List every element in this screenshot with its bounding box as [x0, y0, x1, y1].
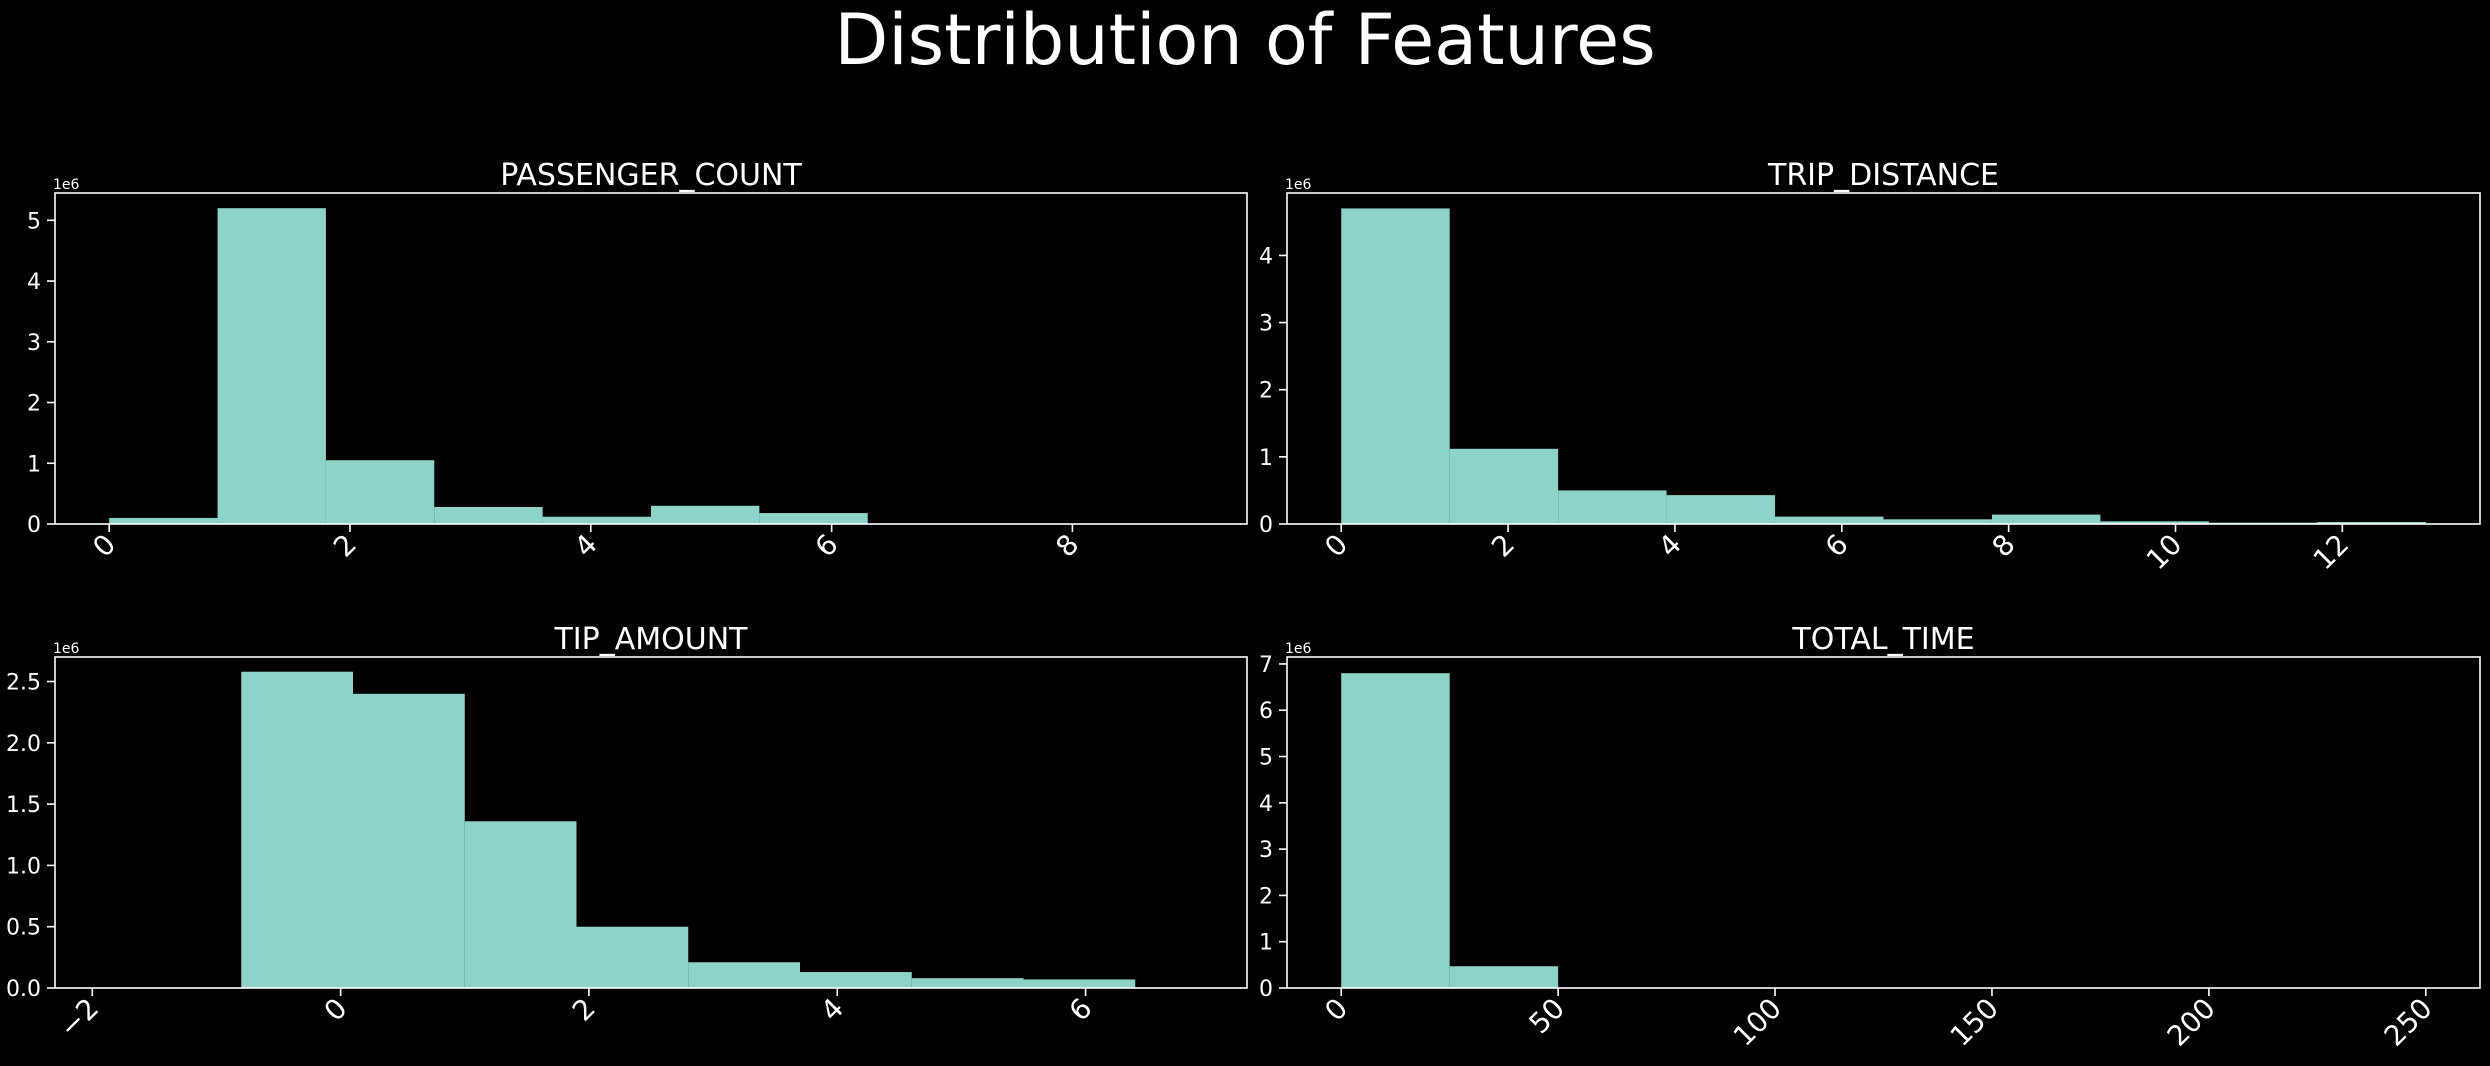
histogram-bar	[241, 671, 353, 988]
histogram-bar	[800, 972, 912, 988]
x-tick-label: 200	[2161, 992, 2222, 1053]
x-tick-label: 2	[327, 528, 363, 564]
x-tick-label: 6	[1819, 528, 1855, 564]
y-tick-label: 1	[1259, 931, 1273, 956]
y-tick-label: 4	[1259, 244, 1273, 269]
subplot-title: PASSENGER_COUNT	[500, 158, 802, 193]
subplot-title: TRIP_DISTANCE	[1767, 158, 1999, 193]
axis-offset-label: 1e6	[1285, 641, 1312, 657]
x-tick-label: 2	[566, 992, 602, 1028]
histogram-bar	[2317, 521, 2426, 524]
histogram-bar	[1991, 514, 2101, 524]
x-tick-label: 4	[1652, 528, 1688, 564]
y-tick-label: 2	[27, 392, 41, 417]
histogram-bar	[911, 978, 1024, 988]
histogram-bar	[576, 926, 689, 988]
histogram-bar	[1449, 966, 1559, 988]
panel-total-time: TOTAL_TIME 1e6 0 1 2 3 4 5 6 7 0 50 100 150 200 250	[1259, 622, 2481, 1053]
y-tick-label: 7	[1259, 653, 1273, 678]
histogram-bar	[325, 460, 435, 524]
histogram-bar	[688, 962, 800, 988]
y-tick-label: 1.5	[6, 793, 41, 818]
y-tick-label: 0	[27, 513, 41, 538]
histogram-bar	[1341, 673, 1450, 988]
y-tick-label: 0.5	[6, 916, 41, 941]
x-tick-label: 8	[1049, 528, 1085, 564]
x-tick-label: 12	[2307, 528, 2356, 577]
x-tick-label: 6	[1063, 992, 1099, 1028]
x-tick-label: 0	[1318, 992, 1354, 1028]
histogram-bar	[759, 513, 868, 524]
y-tick-label: 2.5	[6, 671, 41, 696]
y-tick-label: 2	[1259, 379, 1273, 404]
y-tick-label: 3	[1259, 312, 1273, 337]
axis-offset-label: 1e6	[1285, 177, 1312, 193]
axes-frame	[1286, 192, 2481, 525]
y-tick-label: 1.0	[6, 854, 41, 879]
x-tick-label: 2	[1485, 528, 1521, 564]
subplot-title: TOTAL_TIME	[1791, 622, 1974, 657]
histogram-bar	[434, 506, 543, 524]
x-tick-label: 4	[814, 992, 850, 1028]
histogram-bar	[1023, 979, 1136, 988]
subplot-title: TIP_AMOUNT	[553, 622, 748, 657]
y-tick-label: 0	[1259, 977, 1273, 1002]
x-tick-label: 4	[568, 528, 604, 564]
histogram-bar	[1883, 519, 1992, 524]
y-tick-label: 5	[27, 209, 41, 234]
histogram-bar	[542, 516, 651, 524]
y-tick-label: 0.0	[6, 977, 41, 1002]
axes-frame	[54, 192, 1248, 525]
y-tick-label: 3	[1259, 838, 1273, 863]
y-tick-label: 1	[27, 452, 41, 477]
histogram-bar	[217, 208, 326, 525]
y-tick-label: 3	[27, 331, 41, 356]
y-tick-label: 5	[1259, 746, 1273, 771]
axes-frame	[54, 656, 1248, 989]
y-tick-label: 2.0	[6, 732, 41, 757]
y-tick-label: 1	[1259, 446, 1273, 471]
x-tick-label: 8	[1986, 528, 2022, 564]
panel-tip-amount: TIP_AMOUNT 1e6 0.0 0.5 1.0 1.5 2.0 2.5 −2 0 2 4 6	[6, 622, 1248, 1045]
x-tick-label: 6	[809, 528, 845, 564]
y-tick-label: 0	[1259, 513, 1273, 538]
y-tick-label: 4	[27, 270, 41, 295]
x-tick-label: −2	[53, 992, 106, 1045]
x-tick-label: 250	[2378, 992, 2439, 1053]
histogram-bar	[1666, 495, 1776, 524]
x-tick-label: 0	[1318, 528, 1354, 564]
x-tick-label: 0	[318, 992, 354, 1028]
histogram-bar	[2100, 521, 2209, 524]
panel-passenger-count: PASSENGER_COUNT 1e6 0 1 2 3 4 5 0 2 4 6 8	[27, 158, 1248, 564]
x-tick-label: 100	[1727, 992, 1788, 1053]
axes-frame	[1286, 656, 2481, 989]
y-tick-label: 4	[1259, 792, 1273, 817]
histogram-bar	[1449, 448, 1559, 524]
histogram-bar	[464, 821, 577, 988]
y-tick-label: 6	[1259, 699, 1273, 724]
x-tick-label: 0	[86, 528, 122, 564]
histogram-bar	[1341, 208, 1450, 524]
histogram-bar	[1775, 516, 1884, 524]
histogram-bar	[651, 505, 760, 524]
axis-offset-label: 1e6	[53, 641, 80, 657]
y-tick-label: 2	[1259, 884, 1273, 909]
histogram-bar	[109, 517, 218, 524]
x-tick-label: 10	[2140, 528, 2189, 577]
axis-offset-label: 1e6	[53, 177, 80, 193]
x-tick-label: 150	[1944, 992, 2005, 1053]
histogram-bar	[353, 693, 465, 988]
histogram-bar	[1558, 490, 1667, 524]
figure-title: Distribution of Features	[834, 0, 1656, 81]
x-tick-label: 50	[1523, 992, 1572, 1041]
